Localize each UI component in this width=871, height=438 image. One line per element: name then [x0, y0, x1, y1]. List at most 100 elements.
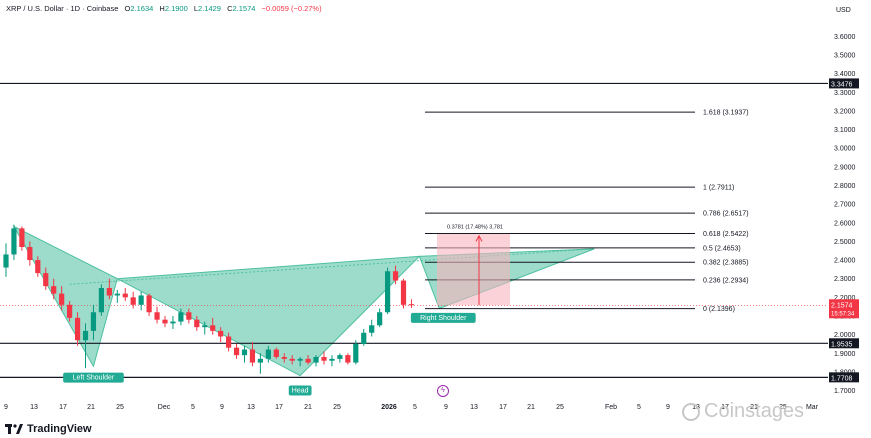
candle[interactable]	[226, 332, 232, 352]
symbol-title[interactable]: XRP / U.S. Dollar · 1D · Coinbase	[6, 4, 119, 13]
candle[interactable]	[106, 278, 112, 300]
candle-body	[289, 358, 295, 361]
head-shape	[115, 255, 421, 377]
x-axis-tick-label: 9	[4, 404, 8, 411]
x-axis-tick-label: 21	[750, 404, 758, 411]
candle[interactable]	[67, 301, 73, 322]
candle[interactable]	[273, 347, 279, 359]
candle[interactable]	[313, 355, 319, 367]
tradingview-logo[interactable]: TradingView	[5, 423, 92, 435]
candle-body	[186, 312, 192, 320]
candle[interactable]	[154, 306, 160, 324]
x-axis-tick-label: Mar	[806, 404, 819, 411]
candle-body	[43, 273, 49, 287]
current-price-tag-value: 2.1574	[831, 302, 853, 309]
level-price-tag-label: 3.3476	[831, 81, 853, 88]
candle[interactable]	[385, 267, 391, 315]
candle[interactable]	[43, 267, 49, 290]
pattern-label: Right Shoulder	[420, 315, 467, 322]
candle[interactable]	[51, 278, 57, 300]
candle[interactable]	[233, 343, 240, 359]
candle-body	[321, 356, 327, 361]
candle[interactable]	[170, 315, 176, 330]
candle-body	[218, 330, 224, 337]
y-axis-tick-label: 2.5000	[834, 239, 856, 246]
x-axis-tick-label: 17	[721, 404, 729, 411]
candle[interactable]	[178, 308, 184, 326]
candle[interactable]	[218, 327, 224, 343]
fib-level-label: 0.618 (2.5422)	[703, 231, 749, 238]
candle[interactable]	[408, 299, 415, 308]
candle-body	[122, 293, 128, 298]
candle[interactable]	[186, 308, 192, 324]
open-label: O	[124, 4, 131, 13]
x-axis-tick-label: Feb	[605, 404, 617, 411]
candle[interactable]	[289, 355, 295, 365]
candle[interactable]	[74, 312, 81, 346]
x-axis-tick-label: 2026	[381, 404, 397, 411]
candle-body	[377, 312, 383, 326]
close-value: 2.1574	[232, 4, 256, 13]
candle[interactable]	[257, 353, 263, 374]
candle[interactable]	[210, 317, 216, 335]
y-axis-tick-label: 3.4000	[834, 71, 856, 78]
candle[interactable]	[202, 321, 208, 335]
y-axis-tick-label: 3.6000	[834, 34, 856, 41]
candle[interactable]	[281, 353, 287, 363]
coinstages-logo-icon	[682, 402, 700, 421]
y-axis-tick-label: 2.3000	[834, 276, 856, 283]
candle[interactable]	[162, 315, 168, 328]
candle[interactable]	[82, 323, 89, 369]
candle[interactable]	[59, 286, 65, 311]
fib-level-label: 1.618 (3.1937)	[703, 110, 749, 117]
candle[interactable]	[361, 329, 367, 346]
candle[interactable]	[369, 319, 375, 337]
candle[interactable]	[114, 289, 120, 303]
y-axis-tick-label: 2.6000	[834, 220, 856, 227]
candle[interactable]	[138, 291, 144, 311]
candle[interactable]	[3, 243, 9, 277]
candle[interactable]	[11, 224, 17, 261]
candle-body	[202, 325, 208, 328]
candle-body	[59, 293, 65, 305]
candle[interactable]	[297, 356, 303, 367]
candle[interactable]	[392, 265, 399, 285]
candle[interactable]	[194, 315, 200, 331]
candle[interactable]	[265, 345, 271, 363]
candle[interactable]	[19, 226, 25, 251]
candle-body	[138, 295, 144, 305]
candle-body	[353, 343, 359, 363]
candle[interactable]	[345, 353, 351, 365]
candle[interactable]	[98, 284, 104, 316]
candle-body	[11, 228, 17, 255]
y-axis-tick-label: 2.7000	[834, 202, 856, 209]
candle[interactable]	[321, 351, 327, 365]
candle-body	[257, 358, 263, 363]
candle[interactable]	[329, 355, 335, 367]
x-axis-tick-label: 5	[191, 404, 195, 411]
candle[interactable]	[146, 293, 152, 316]
x-axis-tick-label: 13	[30, 404, 38, 411]
current-price-tag	[829, 299, 859, 319]
candle[interactable]	[400, 278, 407, 309]
candle[interactable]	[337, 353, 343, 363]
candle[interactable]	[241, 345, 248, 363]
candle[interactable]	[35, 256, 41, 277]
candle-body	[305, 358, 311, 363]
session-icon[interactable]: ϟ	[437, 385, 449, 397]
candle[interactable]	[130, 291, 136, 309]
candle[interactable]	[377, 308, 383, 328]
x-axis-tick-label: 25	[333, 404, 341, 411]
candle[interactable]	[27, 241, 33, 266]
candle[interactable]	[249, 342, 256, 367]
candle[interactable]	[353, 340, 359, 365]
high-value: 2.1900	[164, 4, 188, 13]
candle[interactable]	[122, 288, 128, 302]
candle-body	[19, 228, 25, 248]
candle[interactable]	[305, 355, 311, 365]
pattern-label-bg	[288, 385, 312, 396]
candle[interactable]	[90, 304, 97, 341]
candle-body	[265, 349, 271, 359]
